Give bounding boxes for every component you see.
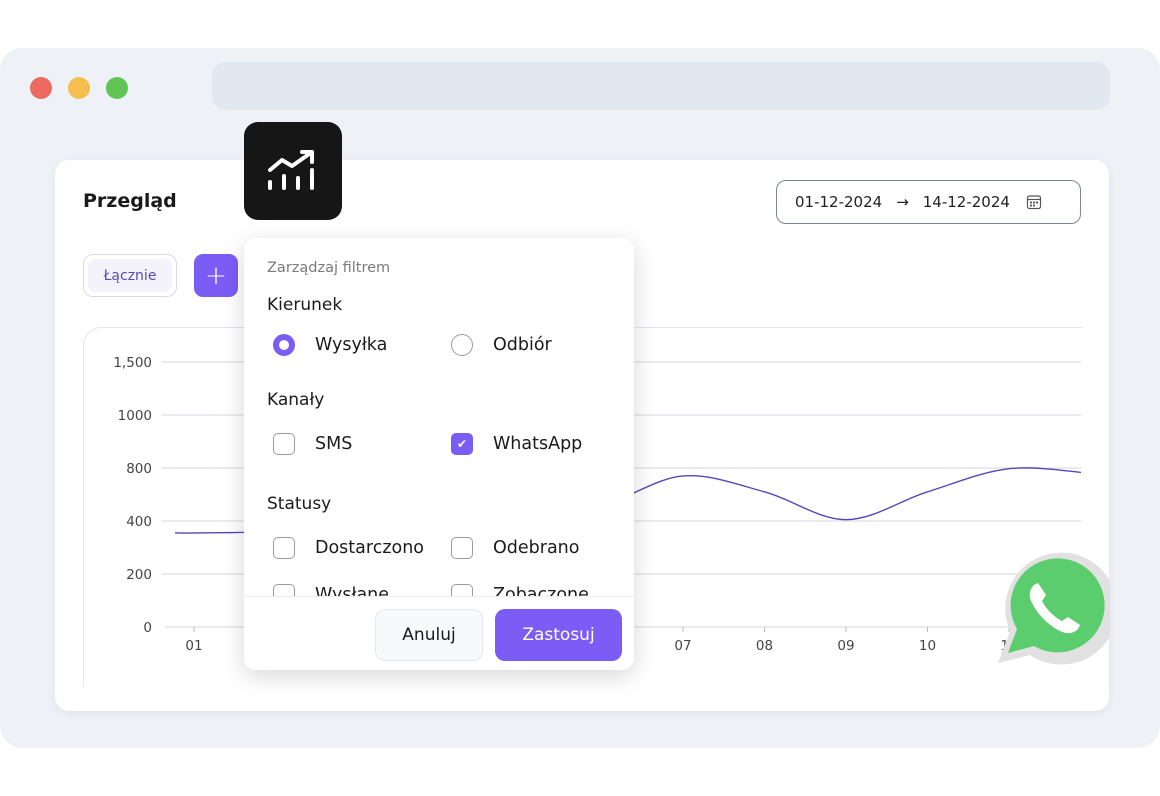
y-tick-label: 1,500 (113, 355, 152, 371)
checkbox-odebrano[interactable]: Odebrano (451, 537, 579, 559)
checkbox-label: Dostarczono (315, 538, 425, 558)
start-date: 01-12-2024 (795, 193, 883, 211)
x-tick-label: 08 (756, 638, 773, 654)
radio-label: Odbiór (493, 335, 552, 355)
y-tick-label: 400 (126, 514, 152, 530)
close-dot[interactable] (30, 77, 52, 99)
minimize-dot[interactable] (68, 77, 90, 99)
radio-icon (451, 334, 473, 356)
checkbox-icon (273, 584, 295, 596)
page-title: Przegląd (83, 190, 177, 212)
date-range-picker[interactable]: 01-12-2024 → 14-12-2024 (776, 180, 1081, 224)
maximize-dot[interactable] (106, 77, 128, 99)
radio-odbior[interactable]: Odbiór (451, 334, 552, 356)
address-bar[interactable] (212, 62, 1110, 110)
radio-label: Wysyłka (315, 335, 388, 355)
end-date: 14-12-2024 (922, 193, 1010, 211)
channels-label: Kanały (267, 390, 325, 410)
radio-wysylka[interactable]: Wysyłka (273, 334, 387, 356)
popup-footer: Anuluj Zastosuj (244, 596, 634, 670)
checkbox-zobaczone[interactable]: Zobaczone (451, 584, 589, 596)
checkbox-label: WhatsApp (493, 434, 583, 454)
cancel-button[interactable]: Anuluj (375, 609, 483, 661)
checkbox-sms[interactable]: SMS (273, 433, 352, 455)
whatsapp-icon (994, 551, 1118, 667)
filter-scroll-area[interactable]: Zarządzaj filtrem Kierunek Wysyłka Odbió… (244, 238, 634, 596)
checkbox-label: Odebrano (493, 538, 580, 558)
checkmark-icon: ✔ (451, 433, 473, 455)
checkbox-label: SMS (315, 434, 353, 454)
radio-selected-icon (273, 334, 295, 356)
checkbox-icon (273, 433, 295, 455)
checkbox-whatsapp[interactable]: ✔ WhatsApp (451, 433, 582, 455)
filter-popup: Zarządzaj filtrem Kierunek Wysyłka Odbió… (244, 238, 634, 670)
apply-button[interactable]: Zastosuj (495, 609, 622, 661)
checkbox-icon (451, 584, 473, 596)
direction-label: Kierunek (267, 295, 343, 315)
checkbox-icon (273, 537, 295, 559)
x-tick-label: 07 (674, 638, 691, 654)
statuses-label: Statusy (267, 494, 332, 514)
y-tick-label: 0 (143, 620, 152, 636)
trending-chart-icon (244, 122, 342, 220)
popup-header: Zarządzaj filtrem (267, 260, 391, 276)
x-tick-label: 01 (185, 638, 202, 654)
add-filter-button[interactable]: + (194, 254, 238, 297)
checkbox-label: Wysłane (315, 585, 390, 596)
y-tick-label: 200 (126, 567, 152, 583)
checkbox-wyslane[interactable]: Wysłane (273, 584, 389, 596)
calendar-icon[interactable] (1026, 194, 1042, 210)
filter-pill-label: Łącznie (88, 259, 172, 292)
x-tick-label: 10 (919, 638, 936, 654)
y-tick-label: 800 (126, 461, 152, 477)
arrow-right-icon: → (896, 193, 909, 211)
checkbox-label: Zobaczone (493, 585, 589, 596)
checkbox-dostarczono[interactable]: Dostarczono (273, 537, 424, 559)
checkbox-icon (451, 537, 473, 559)
x-tick-label: 09 (837, 638, 854, 654)
filter-pill-total[interactable]: Łącznie (83, 254, 177, 297)
y-tick-label: 1000 (118, 408, 152, 424)
